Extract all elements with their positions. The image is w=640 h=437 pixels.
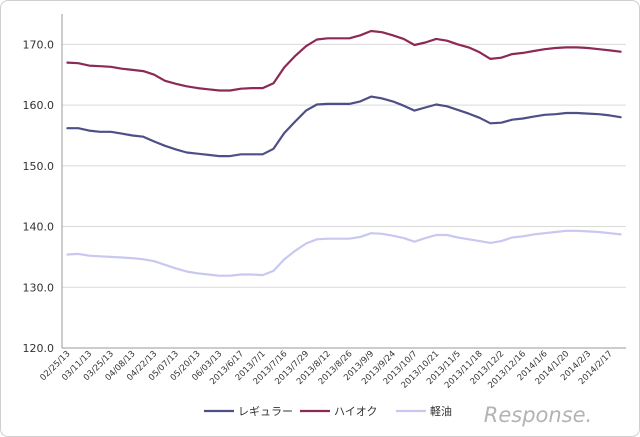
gridlines (62, 43, 626, 288)
legend: レギュラー ハイオク 軽油 (204, 404, 452, 418)
series-lines (66, 29, 622, 277)
y-tick-label: 170.0 (23, 38, 55, 51)
series-line-2 (66, 29, 622, 92)
y-tick-label: 140.0 (23, 221, 55, 234)
series-line-1 (66, 95, 622, 158)
legend-label-3: 軽油 (430, 404, 452, 418)
axes (61, 14, 626, 349)
y-tick-label: 160.0 (23, 99, 55, 112)
y-tick-label: 150.0 (23, 160, 55, 173)
x-axis-ticks: 02/25/1303/11/1303/25/1304/08/1304/22/13… (38, 349, 614, 391)
watermark-logo: Response. (484, 403, 592, 427)
watermark-text: Response. (484, 403, 592, 427)
legend-label-2: ハイオク (334, 405, 378, 418)
y-tick-label: 130.0 (23, 281, 55, 294)
y-tick-label: 120.0 (23, 342, 55, 355)
legend-label-1: レギュラー (238, 405, 293, 418)
y-axis-ticks: 120.0 130.0 140.0 150.0 160.0 170.0 (23, 38, 55, 355)
series-line-3 (66, 229, 622, 277)
